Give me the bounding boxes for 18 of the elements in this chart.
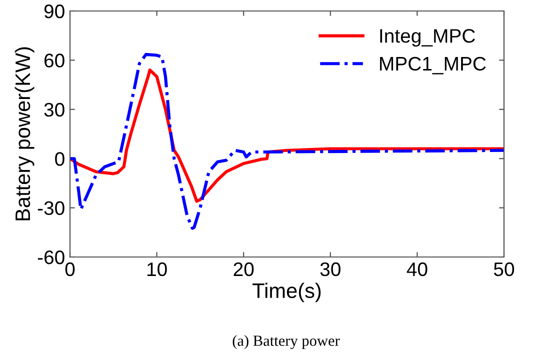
line-series [70,52,504,230]
x-tick-label: 0 [65,262,75,276]
legend-label: Integ_MPC [380,29,475,47]
x-tick-label: 40 [406,262,428,276]
legend-label: MPC1_MPC [380,56,486,74]
text: (a) Battery power [232,335,340,350]
y-tick-label: -30 [38,201,64,216]
y-tick-label: -60 [38,250,64,264]
x-tick-label: 10 [147,262,167,276]
x-tick-label: 50 [494,262,514,276]
y-tick-label: 0 [55,152,64,166]
y-tick-label: 30 [44,102,64,117]
y-tick-label: 60 [44,54,64,68]
y-tick-label: 90 [44,4,64,18]
x-axis-title: Time(s) [252,282,321,302]
y-axis-title: Battery power(KW) [14,47,34,220]
x-tick-label: 20 [234,262,254,276]
x-tick-label: 30 [320,262,340,276]
